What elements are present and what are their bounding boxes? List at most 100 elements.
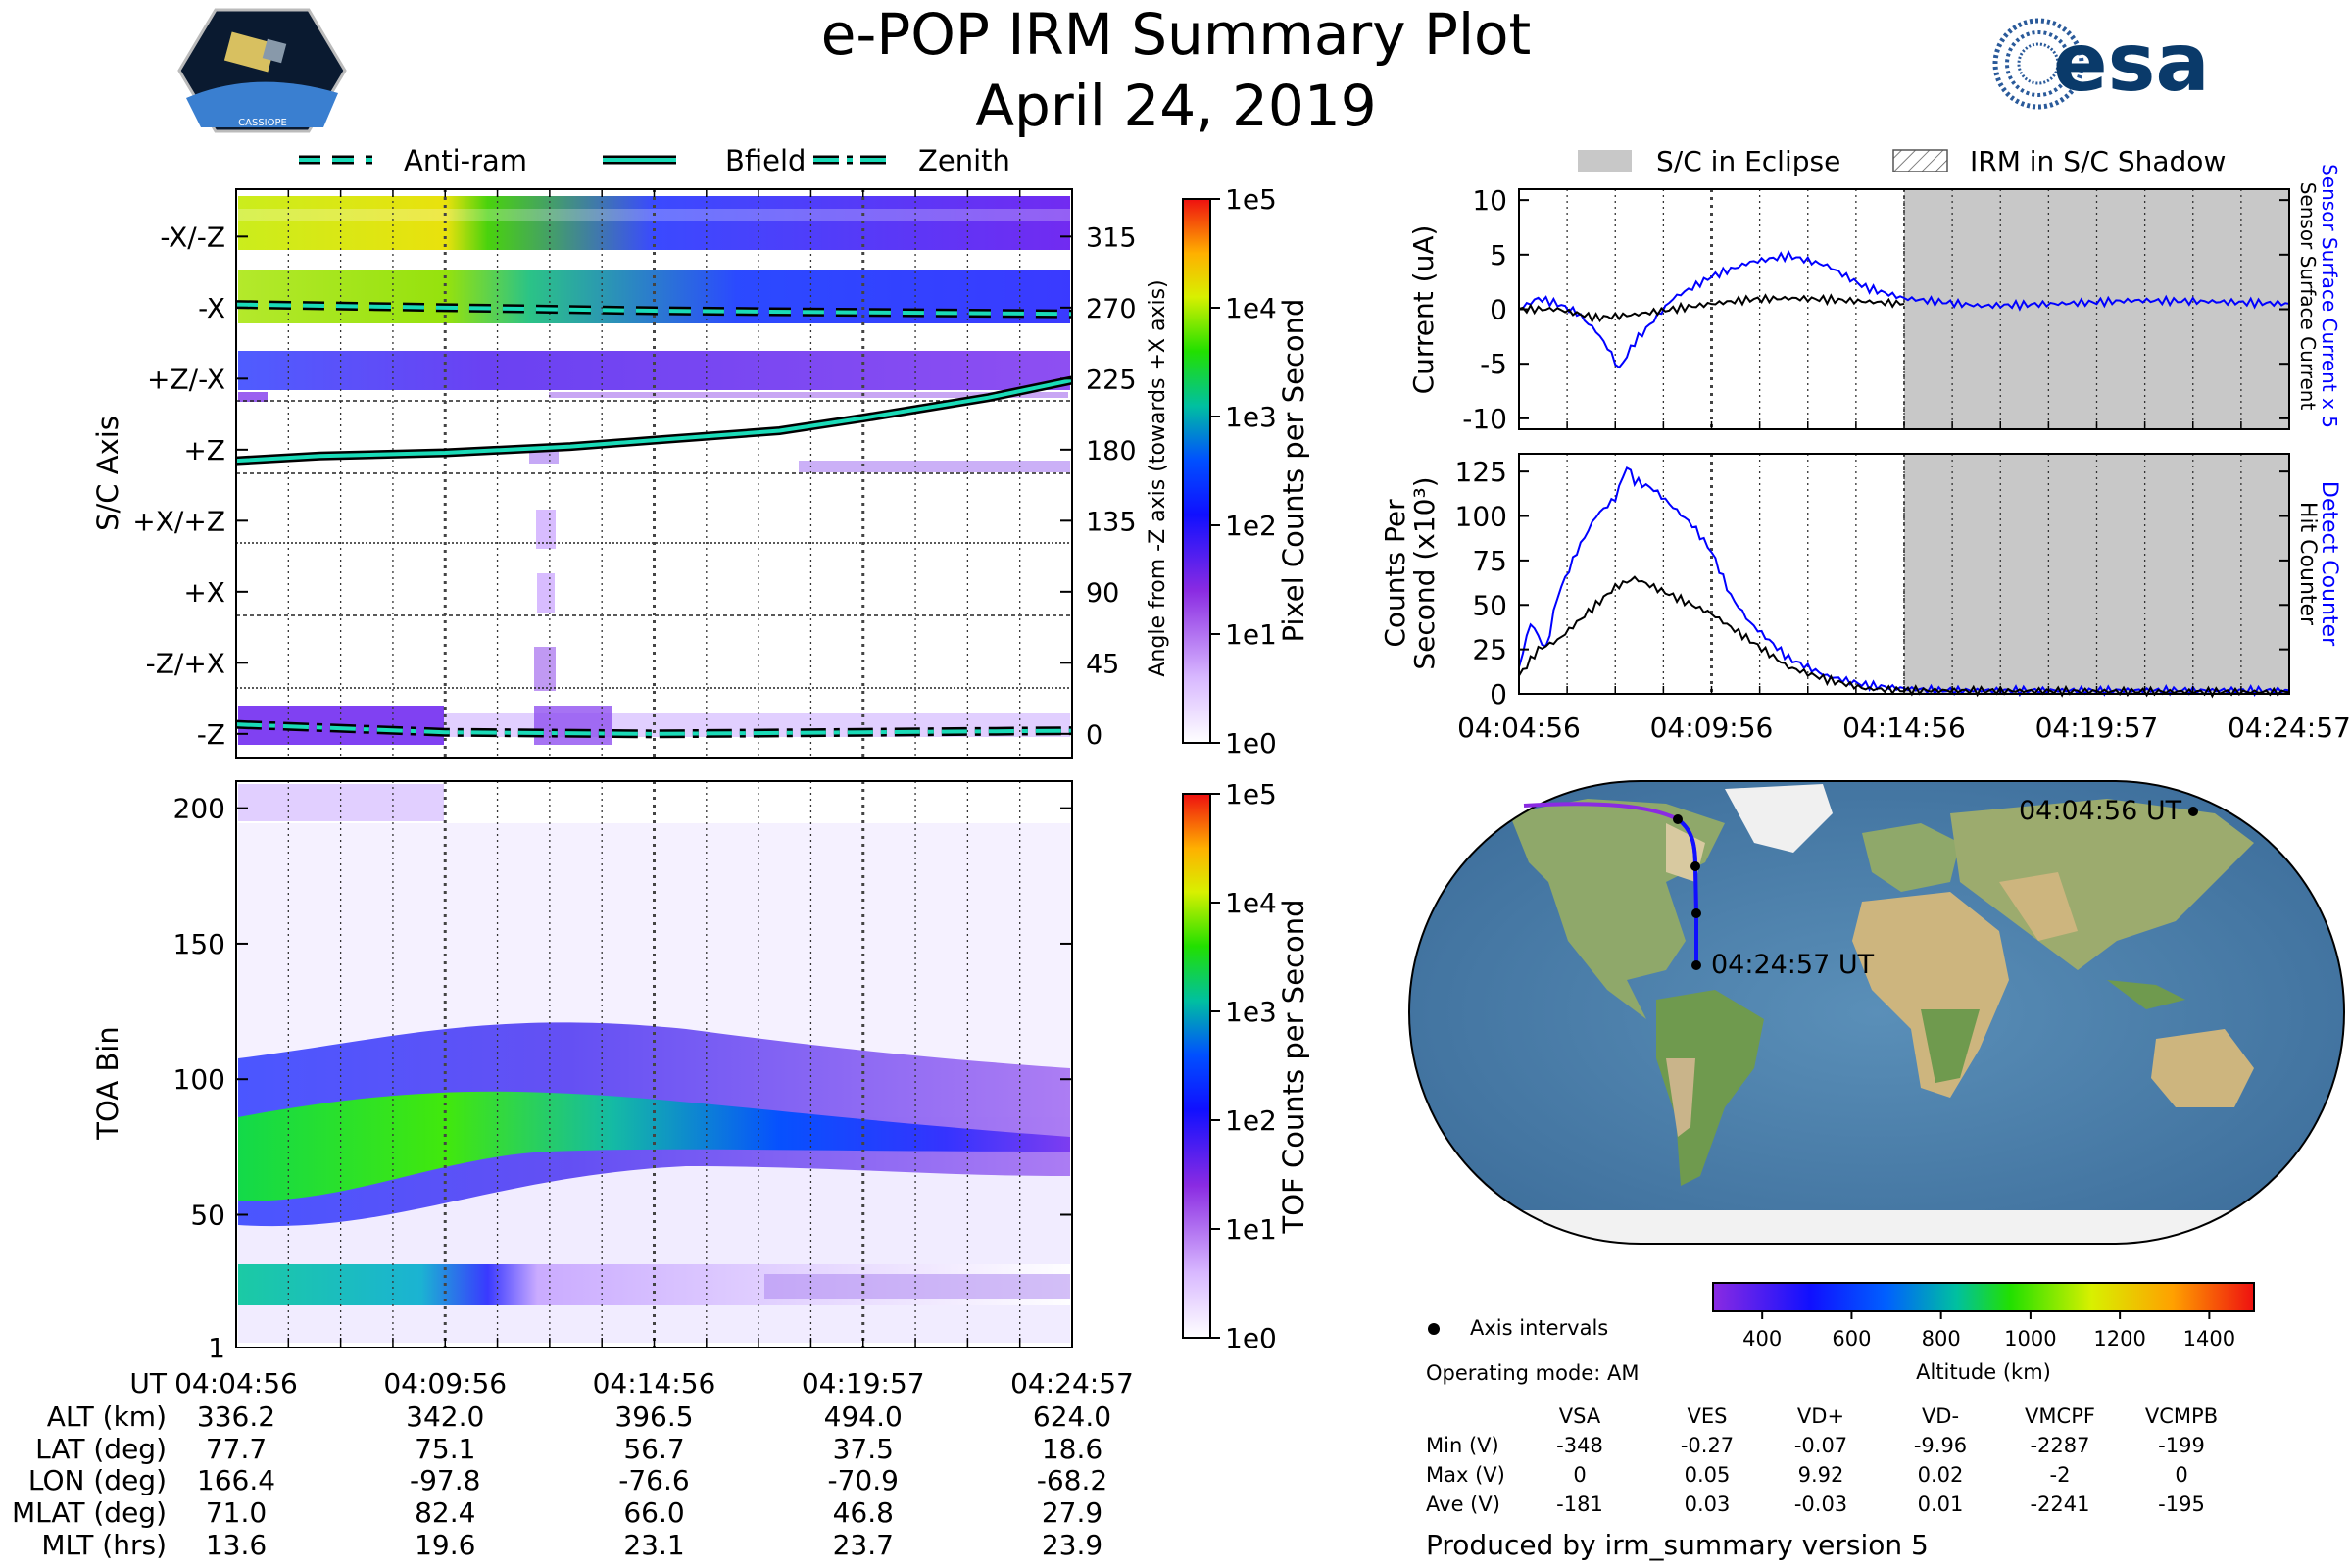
- counts-right-label-black: Hit Counter: [2295, 502, 2320, 626]
- volt-header: VD-: [1922, 1404, 1959, 1428]
- tof-time-label: 04:24:57: [1010, 1367, 1134, 1399]
- produced-by: Produced by irm_summary version 5: [1426, 1529, 1929, 1561]
- eph-value: 37.5: [833, 1433, 894, 1465]
- tof-colorbar-tick-label: 1e4: [1225, 887, 1277, 919]
- eph-value: 494.0: [824, 1400, 903, 1433]
- volt-value: 0.03: [1685, 1493, 1731, 1516]
- eph-value: 46.8: [833, 1496, 894, 1529]
- counts-ytick-label: 0: [1490, 678, 1507, 710]
- eph-value: 71.0: [206, 1496, 267, 1529]
- volt-row-label: Min (V): [1426, 1434, 1499, 1457]
- counts-right-label-blue: Detect Counter: [2317, 481, 2341, 647]
- eph-value: -68.2: [1037, 1464, 1107, 1496]
- counts-time-label: 04:14:56: [1842, 711, 1966, 744]
- counts-time-label: 04:19:57: [2035, 711, 2159, 744]
- altitude-tick-label: 1400: [2183, 1327, 2235, 1350]
- tof-ytick-label: 100: [173, 1063, 225, 1096]
- volt-value: -0.07: [1794, 1434, 1847, 1457]
- legend-anti-ram: Anti-ram: [404, 144, 527, 177]
- axis-interval-marker: [1428, 1323, 1440, 1335]
- eph-value: 77.7: [206, 1433, 267, 1465]
- tof-colorbar: 1e5 1e4 1e3 1e2 1e1 1e0 TOF Counts per Second: [1182, 778, 1310, 1354]
- eph-label-mlt: MLT (hrs): [41, 1529, 167, 1561]
- tof-ytick-label: 1: [208, 1332, 225, 1364]
- eph-label-lat: LAT (deg): [35, 1433, 167, 1465]
- legend-eclipse: S/C in Eclipse: [1656, 145, 1840, 177]
- counts-ylabel-line1: Counts Per: [1379, 499, 1411, 648]
- volt-header: VMCPF: [2025, 1404, 2095, 1428]
- pixel-line-bfield: [235, 377, 1073, 464]
- pixel-colorbar-tick-label: 1e4: [1225, 292, 1277, 324]
- eph-value: 18.6: [1042, 1433, 1102, 1465]
- legend-top: Anti-ram Bfield Zenith: [299, 144, 1010, 177]
- pixel-heatmap: -X/-Z 315 -X 270 +Z/-X 225 +Z 180 +X/+Z 135 +X 90 -Z…: [91, 188, 1170, 759]
- pixel-line-anti-ram: [235, 302, 1073, 317]
- counts-ytick-label: 125: [1455, 456, 1507, 488]
- current-ytick-label: -10: [1462, 403, 1507, 435]
- current-series-blue: [1518, 249, 2290, 369]
- eph-value: 19.6: [415, 1529, 475, 1561]
- axis-intervals-label: Axis intervals: [1470, 1316, 1608, 1340]
- tof-ytick-label: 150: [173, 928, 225, 960]
- map-end-label: 04:24:57 UT: [1711, 950, 1875, 980]
- current-ytick-label: 10: [1472, 184, 1507, 217]
- volt-value: 0.02: [1918, 1463, 1964, 1487]
- current-right-label-blue: Sensor Surface Current x 5: [2318, 164, 2341, 428]
- eph-value: 166.4: [197, 1464, 275, 1496]
- volt-value: -348: [1556, 1434, 1603, 1457]
- eph-label-mlat: MLAT (deg): [12, 1496, 167, 1529]
- volt-value: -199: [2158, 1434, 2205, 1457]
- eph-value: 23.1: [623, 1529, 684, 1561]
- eph-value: 342.0: [406, 1400, 484, 1433]
- pixel-axis-label: -X/-Z: [160, 220, 225, 253]
- current-right-label-black: Sensor Surface Current: [2296, 182, 2320, 411]
- pixel-angle-tick: 225: [1086, 365, 1137, 395]
- pixel-angle-tick: 135: [1086, 507, 1137, 537]
- volt-value: 0: [1573, 1463, 1586, 1487]
- volt-header: VSA: [1559, 1404, 1601, 1428]
- esa-text: esa: [2053, 17, 2210, 110]
- altitude-label: Altitude (km): [1916, 1360, 2051, 1384]
- tof-ylabel: TOA Bin: [91, 1026, 124, 1140]
- legend-shadow: IRM in S/C Shadow: [1970, 145, 2226, 177]
- pixel-angle-tick: 180: [1086, 436, 1137, 466]
- tof-colorbar-tick-label: 1e5: [1225, 778, 1277, 810]
- voltage-table: VSA VES VD+ VD- VMCPF VCMPB Min (V) -348 -0.27 -0…: [1426, 1404, 2218, 1516]
- counts-ytick-label: 100: [1455, 501, 1507, 533]
- pixel-colorbar-tick-label: 1e1: [1225, 618, 1277, 651]
- counts-time-label: 04:04:56: [1457, 711, 1581, 744]
- eph-value: 336.2: [197, 1400, 275, 1433]
- tof-colorbar-label: TOF Counts per Second: [1277, 899, 1310, 1234]
- eph-value: 82.4: [415, 1496, 475, 1529]
- pixel-colorbar: 1e5 1e4 1e3 1e2 1e1 1e0 Pixel Counts per Seco…: [1182, 183, 1310, 760]
- eph-value: 56.7: [623, 1433, 684, 1465]
- volt-value: -2241: [2030, 1493, 2089, 1516]
- volt-value: -0.27: [1681, 1434, 1734, 1457]
- counts-ytick-label: 75: [1472, 545, 1507, 577]
- pixel-angle-tick: 90: [1086, 578, 1119, 609]
- ephemeris-table: UT ALT (km) LAT (deg) LON (deg) MLAT (de…: [12, 1367, 1111, 1561]
- current-ylabel: Current (uA): [1407, 225, 1440, 395]
- counts-ytick-label: 25: [1472, 634, 1507, 666]
- eph-value: -76.6: [618, 1464, 689, 1496]
- cassiope-badge: CASSIOPE: [177, 8, 347, 133]
- pixel-axis-label: +X: [183, 576, 225, 609]
- pixel-colorbar-tick-label: 1e2: [1225, 510, 1277, 542]
- map-start-label: 04:04:56 UT: [2019, 796, 2182, 826]
- pixel-axis-label: +Z: [183, 434, 225, 466]
- volt-row-label: Ave (V): [1426, 1493, 1500, 1516]
- pixel-axis-label: +Z/-X: [147, 363, 225, 395]
- altitude-tick-label: 400: [1742, 1327, 1782, 1350]
- tof-colorbar-tick-label: 1e1: [1225, 1213, 1277, 1246]
- tof-colorbar-tick-label: 1e2: [1225, 1104, 1277, 1137]
- eph-value: 23.9: [1042, 1529, 1102, 1561]
- tof-ytick-label: 200: [173, 793, 225, 825]
- tof-colorbar-tick-label: 1e0: [1225, 1322, 1277, 1354]
- volt-header: VES: [1688, 1404, 1728, 1428]
- altitude-tick-label: 1000: [2004, 1327, 2056, 1350]
- tof-time-label: 04:14:56: [593, 1367, 716, 1399]
- eph-value: 396.5: [614, 1400, 693, 1433]
- altitude-tick-label: 800: [1922, 1327, 1961, 1350]
- current-series-black: [1518, 293, 1905, 324]
- counts-time-label: 04:09:56: [1650, 711, 1774, 744]
